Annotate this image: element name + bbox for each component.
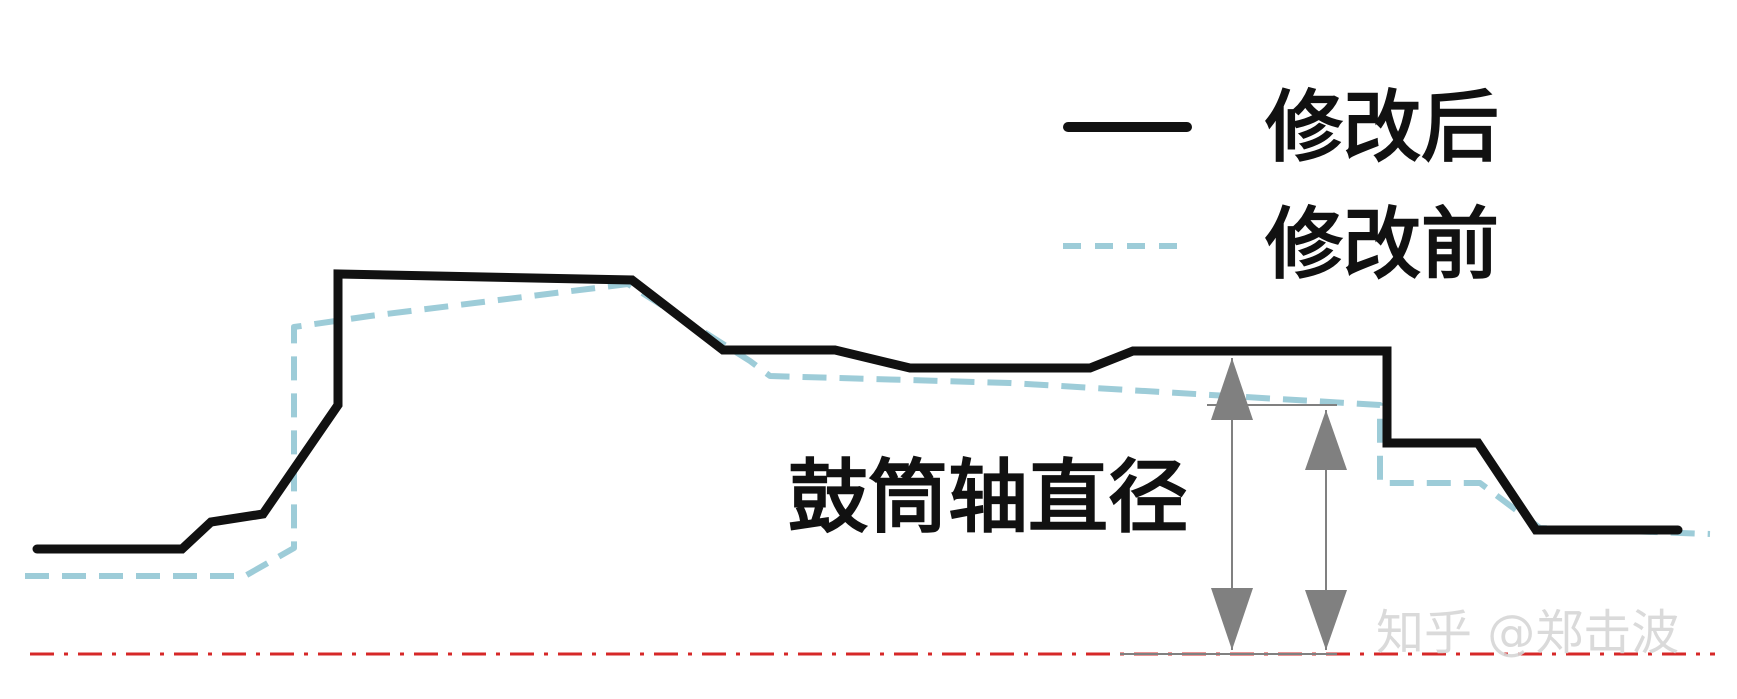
after-diameter-bottom-arrow-icon: [1211, 588, 1253, 650]
legend-before-label: 修改前: [1265, 200, 1499, 290]
before-profile-line: [25, 281, 1711, 579]
after-profile-line: [32, 269, 1683, 554]
drum-shaft-diameter-label: 鼓筒轴直径: [788, 451, 1188, 544]
before-diameter-top-arrow-icon: [1305, 410, 1347, 470]
watermark: 知乎 @郑击波: [1376, 605, 1679, 661]
before-diameter-bottom-arrow-icon: [1305, 590, 1347, 650]
after-diameter-top-arrow-icon: [1211, 358, 1253, 420]
legend-after-label: 修改后: [1265, 83, 1499, 173]
